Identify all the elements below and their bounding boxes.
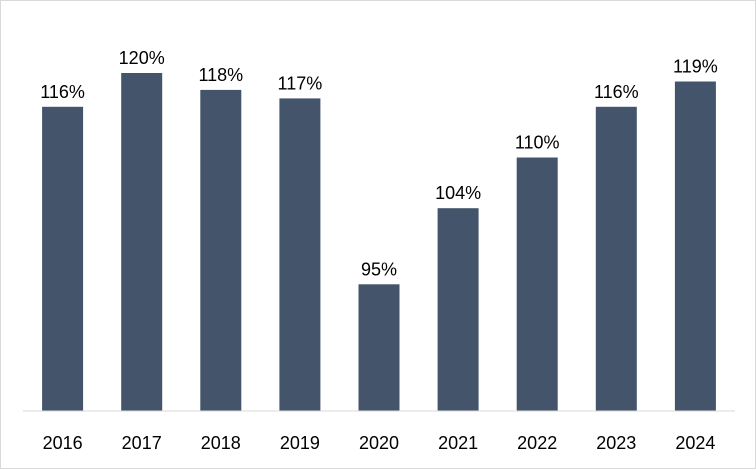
bar-2023: [595, 106, 637, 412]
data-label-2023: 116%: [594, 82, 639, 102]
x-tick-label-2016: 2016: [43, 433, 83, 453]
x-tick-labels-group: 2016 2017 2018 2019 2020 2021 2022 2023 2024: [43, 433, 716, 453]
bar-2016: [42, 106, 84, 412]
bar-2018: [200, 89, 242, 412]
data-label-2021: 104%: [435, 183, 481, 203]
bar-2021: [437, 208, 479, 411]
x-tick-label-2020: 2020: [359, 433, 399, 453]
bar-2019: [279, 98, 321, 412]
x-tick-label-2019: 2019: [280, 433, 320, 453]
data-label-2024: 119%: [673, 57, 718, 77]
x-tick-label-2018: 2018: [201, 433, 241, 453]
x-tick-label-2021: 2021: [438, 433, 478, 453]
bars-group: [42, 73, 716, 412]
data-label-2016: 116%: [40, 82, 85, 102]
bar-2024: [674, 81, 716, 411]
data-labels-group: 116% 120% 118% 117% 95% 104% 110% 116% 119%: [40, 48, 718, 279]
x-tick-label-2023: 2023: [596, 433, 636, 453]
data-label-2018: 118%: [198, 65, 243, 85]
x-tick-label-2022: 2022: [517, 433, 557, 453]
data-label-2019: 117%: [278, 73, 323, 93]
bar-2022: [516, 157, 558, 411]
data-label-2017: 120%: [119, 48, 165, 68]
bar-2020: [358, 284, 400, 412]
data-label-2020: 95%: [361, 259, 397, 279]
x-tick-label-2024: 2024: [675, 433, 715, 453]
bar-2017: [121, 73, 163, 411]
x-tick-label-2017: 2017: [122, 433, 162, 453]
data-label-2022: 110%: [515, 133, 560, 153]
